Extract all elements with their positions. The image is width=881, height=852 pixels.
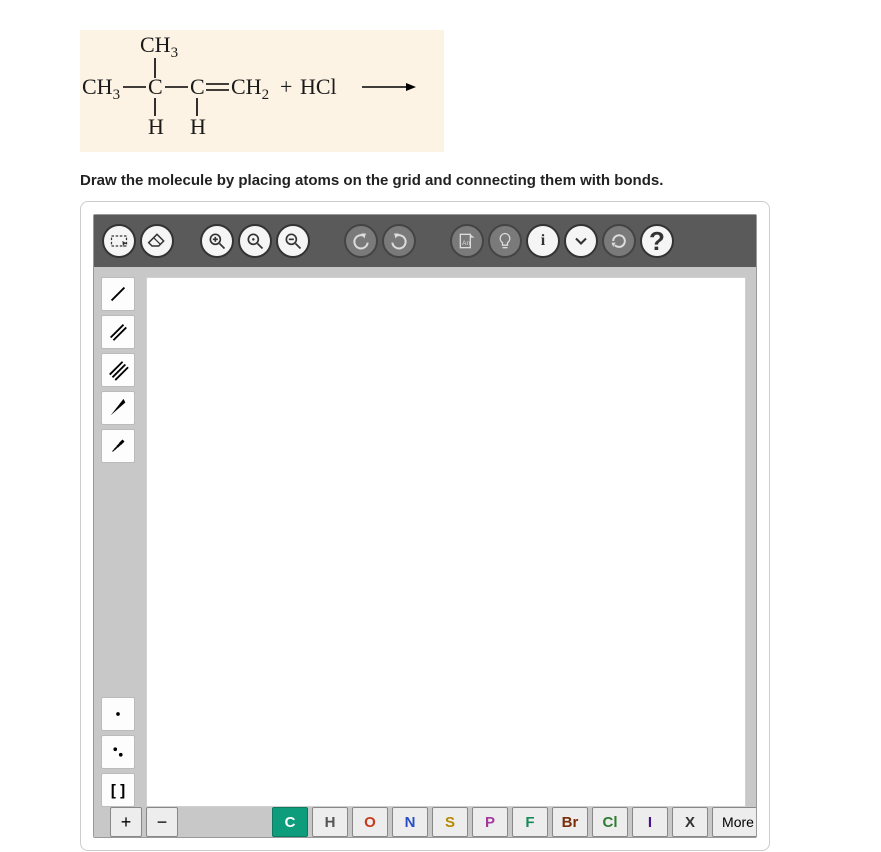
editor-body: []	[94, 267, 756, 807]
element-h-button[interactable]: H	[312, 807, 348, 837]
help-button[interactable]: ?	[640, 224, 674, 258]
charge-minus-button[interactable]: −	[146, 807, 178, 837]
atom-labels-button[interactable]: An	[450, 224, 484, 258]
element-o-button[interactable]: O	[352, 807, 388, 837]
editor-panel: An i ?	[93, 214, 757, 838]
instruction-text: Draw the molecule by placing atoms on th…	[80, 172, 881, 189]
zoom-out-button[interactable]	[276, 224, 310, 258]
info-button[interactable]: i	[526, 224, 560, 258]
reaction-formula: CH3 CH3 C C CH2 + HCl	[80, 30, 444, 152]
element-s-button[interactable]: S	[432, 807, 468, 837]
svg-text:+: +	[280, 74, 292, 99]
element-cl-button[interactable]: Cl	[592, 807, 628, 837]
element-c-button[interactable]: C	[272, 807, 308, 837]
reset-button[interactable]	[602, 224, 636, 258]
hint-button[interactable]	[488, 224, 522, 258]
zoom-in-button[interactable]	[200, 224, 234, 258]
expand-button[interactable]	[564, 224, 598, 258]
svg-text:An: An	[462, 240, 470, 247]
info-icon: i	[541, 232, 545, 250]
svg-text:H: H	[190, 114, 206, 139]
drawing-canvas[interactable]	[146, 277, 746, 807]
svg-text:CH3: CH3	[140, 32, 178, 61]
svg-text:CH2: CH2	[231, 74, 269, 103]
zoom-fit-button[interactable]	[238, 224, 272, 258]
triple-bond-button[interactable]	[101, 353, 135, 387]
svg-text:C: C	[190, 74, 205, 99]
svg-text:CH3: CH3	[82, 74, 120, 103]
lone-pair-button[interactable]	[101, 735, 135, 769]
help-icon: ?	[649, 226, 665, 257]
bracket-button[interactable]: []	[101, 773, 135, 807]
element-x-button[interactable]: X	[672, 807, 708, 837]
undo-button[interactable]	[344, 224, 378, 258]
eraser-button[interactable]	[140, 224, 174, 258]
redo-button[interactable]	[382, 224, 416, 258]
element-f-button[interactable]: F	[512, 807, 548, 837]
charge-plus-button[interactable]: +	[110, 807, 142, 837]
single-bond-button[interactable]	[101, 277, 135, 311]
marquee-select-button[interactable]	[102, 224, 136, 258]
hash-bond-button[interactable]	[101, 429, 135, 463]
svg-text:H: H	[148, 114, 164, 139]
bond-tool-rail: []	[94, 267, 142, 807]
wedge-bond-button[interactable]	[101, 391, 135, 425]
element-i-button[interactable]: I	[632, 807, 668, 837]
more-elements-button[interactable]: More	[712, 807, 756, 837]
top-toolbar: An i ?	[94, 215, 756, 267]
element-p-button[interactable]: P	[472, 807, 508, 837]
element-n-button[interactable]: N	[392, 807, 428, 837]
formula-svg: CH3 CH3 C C CH2 + HCl	[80, 30, 444, 152]
svg-text:HCl: HCl	[300, 74, 337, 99]
svg-text:C: C	[148, 74, 163, 99]
element-br-button[interactable]: Br	[552, 807, 588, 837]
element-bar: + − CHONSPFBrClIX More	[94, 807, 756, 837]
lone-dot-button[interactable]	[101, 697, 135, 731]
double-bond-button[interactable]	[101, 315, 135, 349]
molecule-editor: An i ?	[80, 201, 770, 851]
